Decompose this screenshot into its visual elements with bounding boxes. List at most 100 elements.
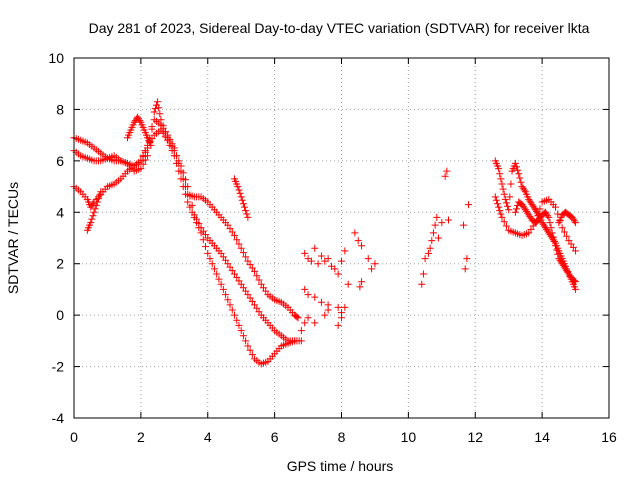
data-point-track-c [237, 327, 245, 335]
data-point-track-c [228, 306, 236, 314]
data-point-track-a [251, 267, 259, 275]
data-point-track-c [197, 229, 205, 237]
data-point-scatter-right [418, 280, 426, 288]
data-point-track-c [137, 157, 145, 165]
data-point-track-a [233, 236, 241, 244]
data-point-track-e [93, 198, 101, 206]
data-point-track-c [184, 198, 192, 206]
data-point-track-g [511, 159, 519, 167]
data-point-scatter-mid [311, 319, 319, 327]
y-axis-title: SDTVAR / TECUs [5, 182, 21, 294]
data-point-track-i [572, 278, 580, 286]
data-point-scatter-mid [364, 255, 372, 263]
data-point-track-d [136, 117, 144, 125]
data-point-scatter-mid [311, 293, 319, 301]
y-tick-label: 6 [56, 153, 64, 169]
y-tick-label: 4 [56, 204, 64, 220]
data-point-track-f [236, 189, 244, 197]
data-point-track-g [497, 175, 505, 183]
data-point-scatter-mid [358, 278, 366, 286]
data-point-track-h [560, 228, 568, 236]
data-point-track-i [544, 212, 552, 220]
data-point-track-h [500, 218, 508, 226]
data-point-scatter-mid [341, 247, 349, 255]
data-point-scatter-mid [297, 327, 305, 335]
data-point-scatter-right [443, 167, 451, 175]
data-point-track-j [570, 217, 578, 225]
data-point-track-b [156, 110, 164, 118]
data-point-track-c [164, 136, 172, 144]
data-point-track-c [210, 265, 218, 273]
data-point-scatter-mid [344, 280, 352, 288]
data-point-scatter-mid [317, 298, 325, 306]
data-point-scatter-right [463, 255, 471, 263]
data-point-scatter-right [426, 244, 434, 252]
data-point-track-a [293, 313, 301, 321]
x-tick-label: 6 [271, 429, 279, 445]
data-point-track-i [570, 277, 578, 285]
y-tick-label: 10 [48, 50, 64, 66]
data-point-track-g [504, 202, 512, 210]
x-tick-label: 0 [70, 429, 78, 445]
data-point-track-h [494, 200, 502, 208]
data-point-track-a [235, 240, 243, 248]
data-point-track-i [554, 250, 562, 258]
data-point-track-a [242, 253, 250, 261]
data-point-track-c [139, 152, 147, 160]
data-point-track-g [507, 180, 515, 188]
data-point-track-e [95, 195, 103, 203]
x-axis-title: GPS time / hours [287, 458, 394, 474]
data-point-track-b [151, 105, 159, 113]
data-point-track-c [190, 213, 198, 221]
data-point-track-g [512, 163, 520, 171]
y-tick-label: 2 [56, 256, 64, 272]
data-point-track-g [516, 174, 524, 182]
data-point-track-b [179, 169, 187, 177]
data-point-scatter-mid [351, 229, 359, 237]
data-point-scatter-mid [338, 314, 345, 322]
data-point-track-f [237, 193, 245, 201]
data-point-scatter-mid [334, 321, 342, 329]
data-point-track-i [511, 208, 519, 216]
data-point-track-b [186, 192, 194, 200]
data-point-track-h [495, 203, 503, 211]
data-point-track-c [199, 236, 207, 244]
data-point-track-c [233, 316, 241, 324]
data-point-scatter-mid [317, 252, 325, 260]
data-point-track-b [137, 165, 145, 173]
data-point-scatter-mid [311, 244, 319, 252]
data-point-track-e [87, 219, 95, 227]
data-point-track-g [506, 193, 514, 201]
data-point-track-g [498, 180, 506, 188]
data-point-track-b [177, 162, 185, 170]
axis-ticks: 0 2 4 6 8 10 12 14 16 -4 -2 0 2 4 6 8 10 [48, 50, 617, 445]
data-point-track-c [195, 224, 203, 232]
data-point-track-g [500, 190, 508, 198]
data-point-track-c [168, 147, 176, 155]
data-point-track-h [492, 196, 500, 204]
data-point-track-e [97, 188, 105, 196]
data-point-scatter-right [461, 265, 469, 273]
data-point-track-f [234, 183, 242, 191]
data-point-track-c [297, 337, 305, 345]
data-point-scatter-mid [354, 237, 362, 245]
data-point-track-j [572, 219, 580, 227]
data-point-scatter-mid [368, 265, 376, 273]
y-tick-label: -2 [52, 359, 65, 375]
data-point-track-c [175, 167, 183, 175]
data-point-track-c [179, 183, 187, 191]
x-tick-label: 16 [601, 429, 617, 445]
data-point-scatter-mid [324, 255, 332, 263]
data-point-track-a [253, 272, 261, 280]
data-point-scatter-right [438, 219, 446, 227]
data-point-track-e [88, 215, 96, 223]
data-point-track-b [154, 98, 162, 106]
data-point-track-e [92, 201, 100, 209]
data-point-scatter-mid [371, 260, 379, 268]
data-point-track-a [237, 244, 245, 252]
data-point-scatter-right [431, 221, 439, 229]
data-point-scatter-mid [331, 265, 339, 273]
data-point-track-g [520, 186, 528, 194]
data-point-track-d [147, 141, 155, 149]
